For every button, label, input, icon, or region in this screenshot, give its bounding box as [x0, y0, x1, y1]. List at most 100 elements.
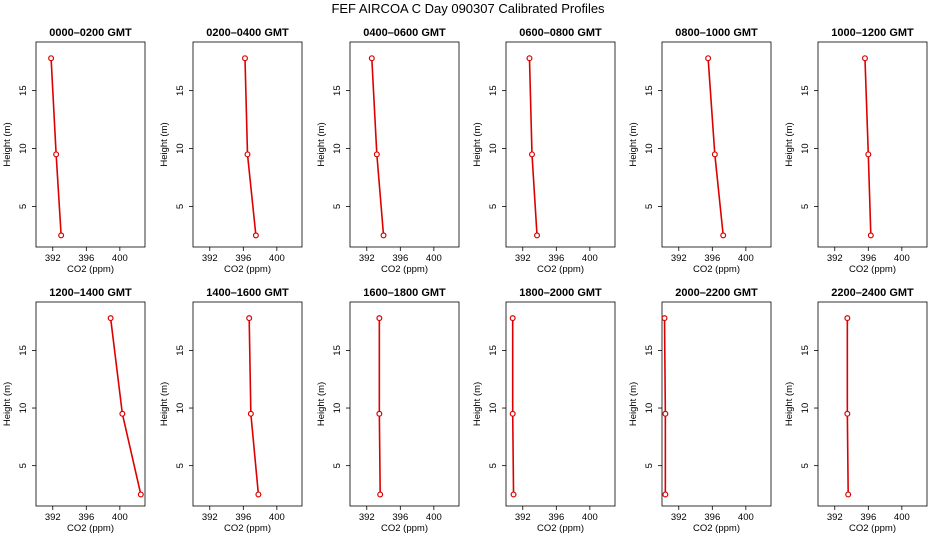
- x-tick-label: 400: [112, 512, 128, 523]
- y-tick-label: 5: [800, 463, 811, 468]
- x-axis-label: CO2 (ppm): [67, 523, 114, 534]
- panel-11: 2000–2200 GMT 392 396 400 5 10 15 CO2 (ppm) Heig…: [628, 287, 772, 534]
- x-axis-label: CO2 (ppm): [693, 264, 740, 275]
- data-point: [720, 232, 727, 239]
- panel-3: 0400–0600 GMT 392 396 400 5 10 15 CO2 (ppm) Heig…: [316, 27, 460, 275]
- y-axis-label: Height (m): [472, 382, 483, 426]
- plot-frame: [192, 41, 303, 248]
- y-tick-label: 10: [18, 403, 29, 414]
- plot-frame: [192, 301, 303, 507]
- y-tick-label: 5: [332, 204, 343, 209]
- plot-frame: [349, 41, 460, 248]
- panel-8: 1400–1600 GMT 392 396 400 5 10 15 CO2 (ppm) Heig…: [159, 287, 303, 534]
- panel-title: 0000–0200 GMT: [49, 27, 132, 39]
- panel-title: 1800–2000 GMT: [519, 287, 602, 299]
- data-point: [246, 315, 253, 322]
- y-tick-label: 15: [175, 85, 186, 96]
- x-tick-label: 396: [860, 253, 876, 264]
- data-point: [137, 491, 144, 498]
- y-tick-label: 5: [800, 204, 811, 209]
- x-tick-label: 400: [269, 512, 285, 523]
- y-tick-label: 5: [175, 463, 186, 468]
- y-axis-label: Height (m): [2, 382, 13, 426]
- plot-frame: [35, 41, 146, 248]
- x-tick-label: 392: [671, 253, 687, 264]
- y-tick-label: 10: [18, 143, 29, 154]
- profile-line: [707, 58, 725, 236]
- data-point: [528, 151, 535, 158]
- panel-title: 2200–2400 GMT: [831, 287, 914, 299]
- plot-frame: [661, 301, 772, 507]
- y-axis-label: Height (m): [159, 382, 170, 426]
- y-tick-label: 15: [332, 85, 343, 96]
- panel-title: 0200–0400 GMT: [206, 27, 289, 39]
- data-point: [107, 315, 114, 322]
- data-point: [865, 151, 872, 158]
- x-tick-label: 400: [894, 512, 910, 523]
- profile-line: [864, 58, 872, 236]
- panel-title: 0400–0600 GMT: [363, 27, 446, 39]
- y-axis-label: Height (m): [159, 122, 170, 166]
- figure-title: FEF AIRCOA C Day 090307 Calibrated Profi…: [331, 1, 605, 16]
- y-tick-label: 5: [488, 463, 499, 468]
- data-point: [376, 410, 383, 417]
- plot-frame: [661, 41, 772, 248]
- x-axis-label: CO2 (ppm): [67, 264, 114, 275]
- x-tick-label: 400: [582, 512, 598, 523]
- y-tick-label: 5: [644, 463, 655, 468]
- panel-12: 2200–2400 GMT 392 396 400 5 10 15 CO2 (ppm) Heig…: [784, 287, 928, 534]
- profile-line: [50, 58, 62, 236]
- y-tick-label: 15: [800, 85, 811, 96]
- y-tick-label: 10: [175, 403, 186, 414]
- x-tick-label: 400: [426, 253, 442, 264]
- y-tick-label: 10: [488, 403, 499, 414]
- y-tick-label: 15: [488, 85, 499, 96]
- x-tick-label: 400: [426, 512, 442, 523]
- x-tick-label: 400: [738, 253, 754, 264]
- x-axis-label: CO2 (ppm): [381, 264, 428, 275]
- y-tick-label: 15: [332, 345, 343, 356]
- x-tick-label: 396: [548, 253, 564, 264]
- data-point: [510, 491, 517, 498]
- y-axis-label: Height (m): [316, 382, 327, 426]
- data-point: [845, 491, 852, 498]
- panel-5: 0800–1000 GMT 392 396 400 5 10 15 CO2 (ppm) Heig…: [628, 27, 772, 275]
- y-tick-label: 5: [175, 204, 186, 209]
- y-tick-label: 10: [644, 403, 655, 414]
- y-axis-label: Height (m): [472, 122, 483, 166]
- x-tick-label: 392: [45, 512, 61, 523]
- panel-10: 1800–2000 GMT 392 396 400 5 10 15 CO2 (ppm) Heig…: [472, 287, 616, 534]
- x-tick-label: 396: [548, 512, 564, 523]
- y-tick-label: 15: [488, 345, 499, 356]
- data-point: [844, 410, 851, 417]
- profile-line: [511, 318, 515, 495]
- y-tick-label: 10: [488, 143, 499, 154]
- data-point: [373, 151, 380, 158]
- x-tick-label: 392: [515, 253, 531, 264]
- data-point: [661, 315, 668, 322]
- x-tick-label: 400: [582, 253, 598, 264]
- plot-frame: [505, 41, 616, 248]
- panel-7: 1200–1400 GMT 392 396 400 5 10 15 CO2 (ppm) Heig…: [2, 287, 146, 534]
- y-tick-label: 15: [175, 345, 186, 356]
- panel-9: 1600–1800 GMT 392 396 400 5 10 15 CO2 (ppm) Heig…: [316, 287, 460, 534]
- y-tick-label: 15: [18, 345, 29, 356]
- x-tick-label: 392: [671, 512, 687, 523]
- data-point: [368, 55, 375, 62]
- plot-frame: [817, 41, 928, 248]
- data-point: [377, 491, 384, 498]
- profile-line: [371, 58, 385, 236]
- x-tick-label: 396: [860, 512, 876, 523]
- panel-title: 1200–1400 GMT: [49, 287, 132, 299]
- data-point: [662, 410, 669, 417]
- x-axis-label: CO2 (ppm): [537, 523, 584, 534]
- panel-2: 0200–0400 GMT 392 396 400 5 10 15 CO2 (ppm) Heig…: [159, 27, 303, 275]
- data-point: [867, 232, 874, 239]
- data-point: [844, 315, 851, 322]
- y-tick-label: 10: [644, 143, 655, 154]
- x-tick-label: 396: [392, 253, 408, 264]
- y-tick-label: 10: [800, 143, 811, 154]
- x-tick-label: 400: [112, 253, 128, 264]
- plot-frame: [817, 301, 928, 507]
